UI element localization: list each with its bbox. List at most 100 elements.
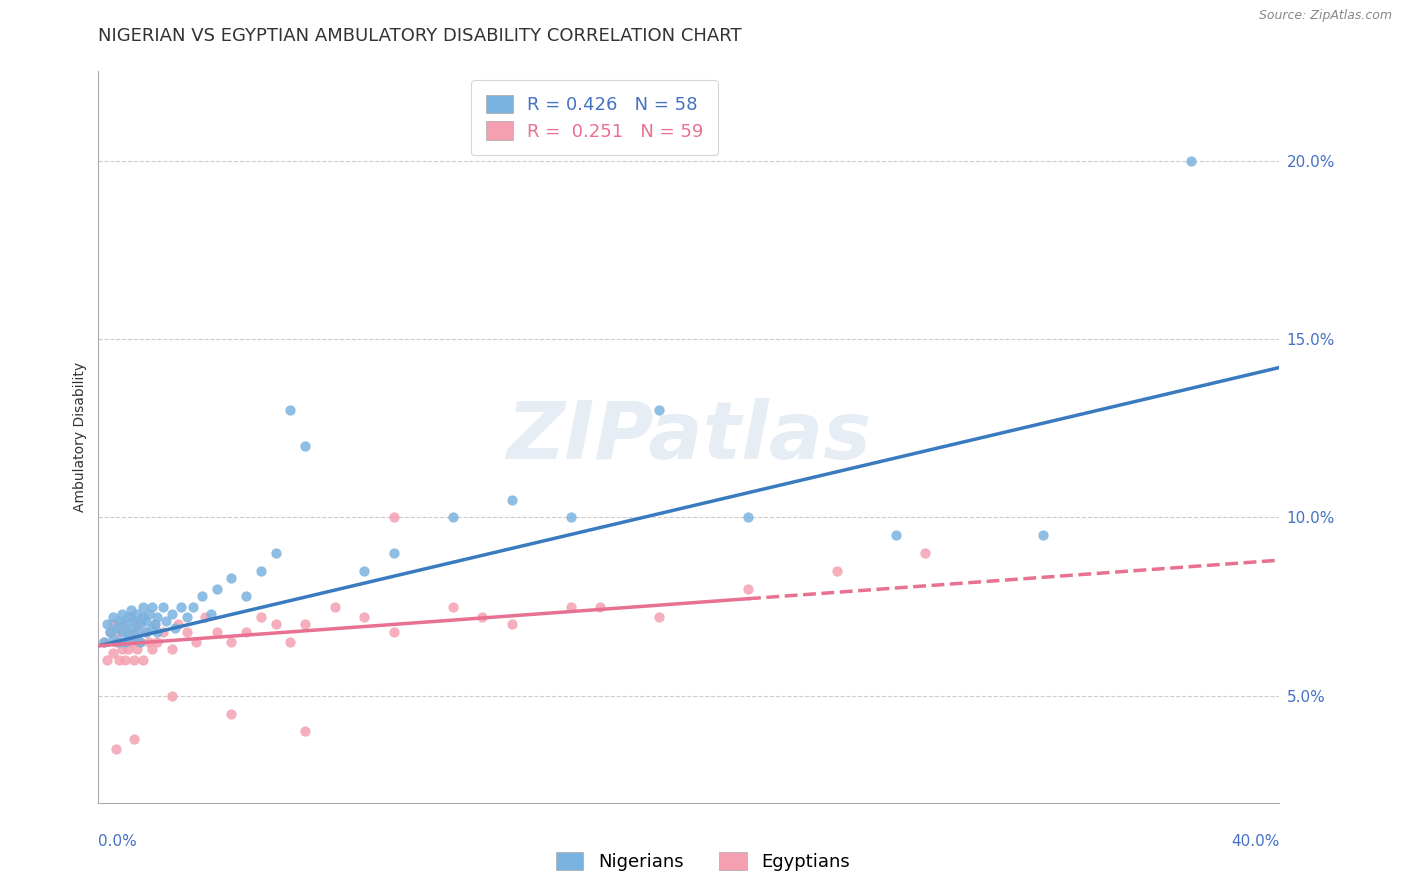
Point (141, 642, 163, 657)
Point (219, 635, 242, 649)
Point (165, 621, 187, 635)
Point (135, 624, 157, 639)
Point (122, 632, 145, 646)
Point (103, 632, 125, 646)
Point (205, 582, 228, 596)
Point (200, 607, 222, 621)
Point (98, 624, 121, 639)
Point (135, 624, 157, 639)
Point (114, 635, 136, 649)
Point (103, 617, 125, 632)
Point (120, 610, 142, 624)
Point (125, 617, 148, 632)
Point (648, 403, 671, 417)
Point (132, 610, 155, 624)
Point (122, 653, 145, 667)
Text: ZIPatlas: ZIPatlas (506, 398, 872, 476)
Point (138, 635, 160, 649)
Point (108, 635, 131, 649)
Point (141, 599, 163, 614)
Point (111, 617, 134, 632)
Point (98, 624, 121, 639)
Point (128, 635, 150, 649)
Point (353, 564, 375, 578)
Point (501, 492, 523, 507)
Point (278, 403, 302, 417)
Point (441, 510, 464, 524)
Point (108, 653, 131, 667)
Text: NIGERIAN VS EGYPTIAN AMBULATORY DISABILITY CORRELATION CHART: NIGERIAN VS EGYPTIAN AMBULATORY DISABILI… (98, 27, 742, 45)
Point (117, 642, 139, 657)
Point (122, 624, 145, 639)
Point (105, 621, 128, 635)
Point (162, 689, 183, 703)
Point (191, 589, 214, 603)
Point (382, 624, 405, 639)
Point (250, 564, 273, 578)
Point (146, 635, 169, 649)
Legend: R = 0.426   N = 58, R =  0.251   N = 59: R = 0.426 N = 58, R = 0.251 N = 59 (471, 80, 718, 155)
Point (264, 546, 287, 560)
Point (122, 731, 145, 746)
Point (105, 742, 128, 756)
Point (294, 617, 316, 632)
Point (138, 607, 160, 621)
Point (441, 599, 464, 614)
Point (205, 624, 228, 639)
Point (103, 610, 125, 624)
Point (103, 646, 125, 660)
Point (737, 510, 759, 524)
Point (111, 607, 134, 621)
Point (648, 610, 671, 624)
Point (146, 624, 169, 639)
Point (120, 635, 142, 649)
Point (382, 510, 405, 524)
Point (128, 617, 150, 632)
Point (250, 610, 273, 624)
Text: 40.0%: 40.0% (1232, 834, 1279, 849)
Point (914, 546, 936, 560)
Point (125, 624, 148, 639)
Point (825, 564, 848, 578)
Point (93, 635, 115, 649)
Point (111, 624, 134, 639)
Point (155, 614, 177, 628)
Point (181, 599, 204, 614)
Point (114, 617, 136, 632)
Point (737, 582, 759, 596)
Point (471, 610, 494, 624)
Point (219, 706, 242, 721)
Point (278, 635, 302, 649)
Point (125, 642, 148, 657)
Point (132, 599, 155, 614)
Point (114, 653, 136, 667)
Point (235, 589, 257, 603)
Point (560, 510, 582, 524)
Point (135, 614, 157, 628)
Point (162, 607, 183, 621)
Point (132, 653, 155, 667)
Point (143, 617, 166, 632)
Point (176, 624, 198, 639)
Point (1180, 153, 1202, 168)
Point (132, 610, 155, 624)
Point (264, 617, 287, 632)
Point (125, 607, 148, 621)
Point (120, 603, 142, 617)
Point (128, 635, 150, 649)
Point (143, 617, 166, 632)
Point (152, 599, 174, 614)
Point (117, 628, 139, 642)
Point (382, 546, 405, 560)
Point (560, 599, 582, 614)
Point (294, 439, 316, 453)
Point (167, 617, 190, 632)
Point (294, 724, 316, 739)
Point (353, 610, 375, 624)
Point (162, 642, 183, 657)
Point (219, 571, 242, 585)
Point (111, 642, 134, 657)
Point (1032, 528, 1054, 542)
Point (323, 599, 346, 614)
Point (501, 617, 523, 632)
